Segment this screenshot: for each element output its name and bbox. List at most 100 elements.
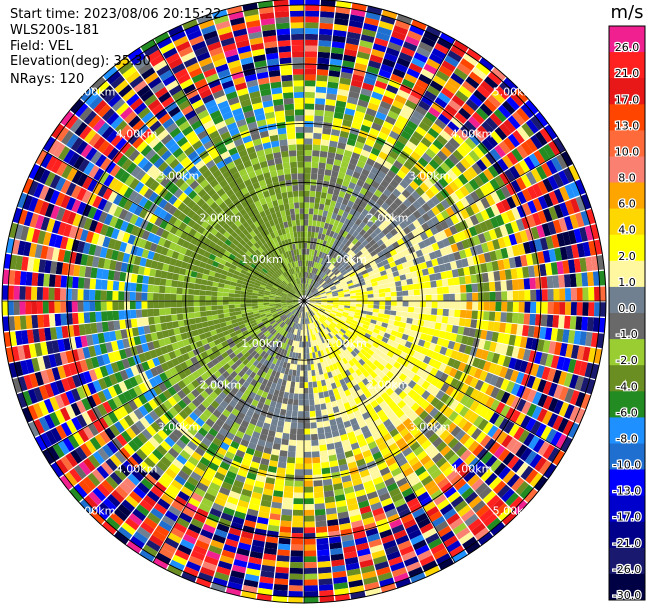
velocity-gate — [287, 256, 292, 263]
velocity-gate — [211, 296, 217, 301]
velocity-gate — [367, 171, 377, 181]
velocity-gate — [346, 455, 356, 464]
velocity-gate — [548, 206, 559, 221]
velocity-gate — [314, 351, 319, 358]
velocity-gate — [348, 436, 358, 445]
velocity-gate — [316, 421, 324, 429]
velocity-gate — [402, 104, 415, 115]
velocity-gate — [283, 391, 290, 399]
velocity-gate — [230, 370, 238, 379]
velocity-gate — [279, 222, 285, 230]
velocity-gate — [327, 249, 333, 256]
velocity-gate — [198, 164, 209, 175]
velocity-gate — [447, 235, 456, 245]
velocity-gate — [95, 154, 107, 168]
velocity-gate — [358, 439, 368, 448]
velocity-gate — [354, 453, 364, 462]
velocity-gate — [334, 201, 342, 209]
velocity-gate — [525, 138, 538, 153]
velocity-gate — [321, 281, 327, 287]
velocity-gate — [204, 331, 212, 339]
velocity-gate — [203, 183, 213, 193]
velocity-gate — [110, 362, 120, 373]
velocity-gate — [176, 136, 188, 147]
velocity-gate — [331, 471, 341, 479]
velocity-gate — [158, 520, 173, 532]
velocity-gate — [111, 437, 123, 451]
velocity-gate — [420, 231, 429, 241]
velocity-gate — [350, 215, 358, 224]
velocity-gate — [252, 162, 261, 171]
velocity-gate — [231, 207, 240, 215]
velocity-gate — [202, 523, 216, 534]
velocity-gate — [257, 246, 264, 254]
velocity-gate — [9, 254, 18, 270]
velocity-gate — [285, 468, 295, 475]
velocity-gate — [8, 270, 16, 285]
velocity-gate — [253, 450, 263, 458]
velocity-gate — [275, 473, 286, 480]
velocity-gate — [385, 296, 392, 301]
velocity-gate — [489, 178, 501, 191]
velocity-gate — [257, 298, 264, 301]
velocity-gate — [380, 270, 387, 276]
velocity-gate — [480, 155, 492, 168]
velocity-gate — [306, 278, 309, 284]
velocity-gate — [178, 409, 189, 420]
velocity-gate — [261, 452, 271, 460]
velocity-gate — [365, 253, 373, 260]
velocity-gate — [405, 272, 412, 280]
velocity-gate — [221, 340, 229, 348]
velocity-gate — [275, 223, 281, 231]
velocity-gate — [526, 214, 536, 228]
velocity-gate — [396, 155, 407, 165]
velocity-gate — [388, 556, 403, 567]
velocity-gate — [330, 200, 337, 208]
velocity-gate — [135, 465, 148, 478]
velocity-gate — [311, 369, 316, 377]
velocity-gate — [335, 214, 342, 222]
velocity-gate — [219, 322, 227, 328]
velocity-gate — [504, 222, 514, 235]
velocity-gate — [147, 292, 154, 301]
velocity-gate — [139, 417, 150, 429]
velocity-gate — [337, 290, 344, 294]
velocity-gate — [327, 371, 333, 379]
velocity-gate — [331, 559, 345, 567]
velocity-gate — [139, 257, 147, 267]
velocity-gate — [310, 266, 313, 273]
velocity-gate — [329, 377, 335, 384]
velocity-gate — [499, 270, 507, 281]
velocity-gate — [374, 219, 382, 228]
velocity-gate — [343, 149, 353, 158]
velocity-gate — [230, 152, 241, 161]
velocity-gate — [338, 228, 345, 236]
velocity-gate — [91, 333, 100, 345]
velocity-gate — [254, 425, 263, 434]
velocity-gate — [386, 183, 396, 193]
velocity-gate — [258, 272, 265, 278]
velocity-gate — [66, 133, 79, 149]
velocity-gate — [370, 501, 383, 511]
velocity-gate — [88, 132, 101, 147]
velocity-gate — [334, 393, 342, 401]
velocity-gate — [269, 302, 276, 305]
velocity-gate — [299, 278, 302, 284]
velocity-gate — [284, 109, 295, 117]
velocity-gate — [457, 267, 465, 277]
velocity-gate — [203, 343, 211, 351]
velocity-gate — [339, 216, 347, 224]
velocity-gate — [198, 57, 213, 68]
velocity-gate — [143, 44, 159, 57]
velocity-gate — [373, 555, 388, 565]
velocity-gate — [359, 559, 374, 568]
velocity-gate — [299, 388, 304, 394]
velocity-gate — [286, 462, 295, 470]
velocity-gate — [247, 338, 255, 345]
velocity-gate — [216, 354, 224, 363]
velocity-gate — [283, 245, 288, 253]
velocity-gate — [417, 157, 429, 168]
velocity-gate — [181, 104, 194, 116]
velocity-gate — [409, 180, 419, 191]
velocity-gate — [328, 272, 335, 278]
